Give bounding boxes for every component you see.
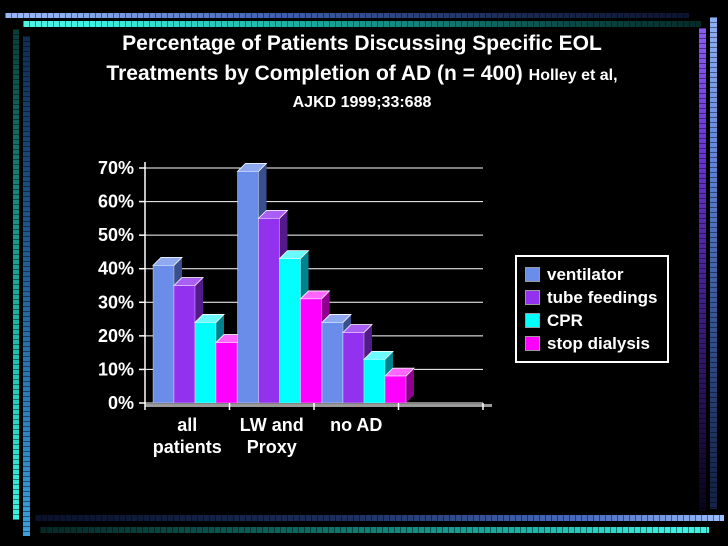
legend-label: ventilator (547, 264, 624, 284)
x-category-label: LW and (240, 415, 304, 435)
legend-swatch-icon (525, 267, 540, 282)
legend-item-cpr: CPR (525, 309, 663, 332)
frame-right-blue-bar (710, 17, 717, 509)
bar-chart: 0% 10% 20% 30% 40% 50% 60% 70% all patients LW and… (60, 150, 500, 470)
title-citation-journal: AJKD 1999;33:688 (292, 94, 432, 111)
y-tick-label: 30% (98, 292, 134, 312)
title-text-2: Treatments by Completion of AD (n = 400) (106, 62, 523, 85)
legend-label: stop dialysis (547, 333, 650, 353)
x-category-label: all (177, 415, 197, 435)
x-category-label: Proxy (247, 437, 297, 457)
frame-right-purple-bar (699, 28, 706, 511)
title-line-1: Percentage of Patients Discussing Specif… (36, 29, 688, 59)
legend-swatch-icon (525, 313, 540, 328)
y-tick-label: 0% (108, 393, 134, 413)
legend-swatch-icon (525, 336, 540, 351)
bar-group-lw-and-proxy (236, 162, 331, 404)
legend-item-stop-dialysis: stop dialysis (525, 332, 663, 355)
legend-item-tube-feedings: tube feedings (525, 286, 663, 309)
slide-title: Percentage of Patients Discussing Specif… (36, 29, 688, 115)
y-tick-label: 70% (98, 158, 134, 178)
x-category-label: patients (153, 437, 222, 457)
legend-label: tube feedings (547, 287, 658, 307)
title-line-3: AJKD 1999;33:688 (36, 91, 688, 115)
bar-group-no-ad (321, 314, 415, 404)
y-tick-label: 20% (98, 326, 134, 346)
frame-bottom-navy-bar (35, 515, 724, 521)
y-tick-label: 10% (98, 359, 134, 379)
title-line-2: Treatments by Completion of AD (n = 400)… (36, 59, 688, 91)
frame-top-teal-bar (23, 21, 701, 27)
chart-legend: ventilator tube feedings CPR stop dialysis (515, 255, 669, 363)
frame-top-blue-bar (5, 13, 689, 18)
title-text-1: Percentage of Patients Discussing Specif… (122, 32, 602, 55)
title-citation-author: Holley et al, (528, 67, 618, 84)
y-tick-label: 40% (98, 259, 134, 279)
y-tick-label: 60% (98, 192, 134, 212)
legend-swatch-icon (525, 290, 540, 305)
y-tick-label: 50% (98, 225, 134, 245)
legend-item-ventilator: ventilator (525, 263, 663, 286)
legend-label: CPR (547, 310, 583, 330)
frame-left-blue-bar (23, 36, 30, 536)
x-category-label: no AD (330, 415, 382, 435)
frame-left-teal-bar (13, 29, 19, 520)
frame-bottom-teal-bar (40, 527, 709, 533)
bar-group-all-patients (152, 256, 246, 404)
bar-stop-dialysis-no-ad (384, 367, 415, 404)
